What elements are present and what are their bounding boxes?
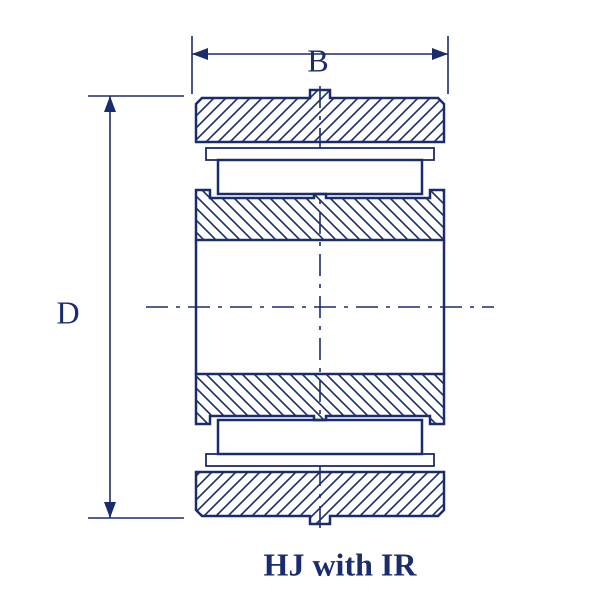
dimension-width-label: B xyxy=(307,42,328,78)
diagram-caption: HJ with IR xyxy=(264,546,418,582)
dimension-height-label: D xyxy=(56,294,79,330)
